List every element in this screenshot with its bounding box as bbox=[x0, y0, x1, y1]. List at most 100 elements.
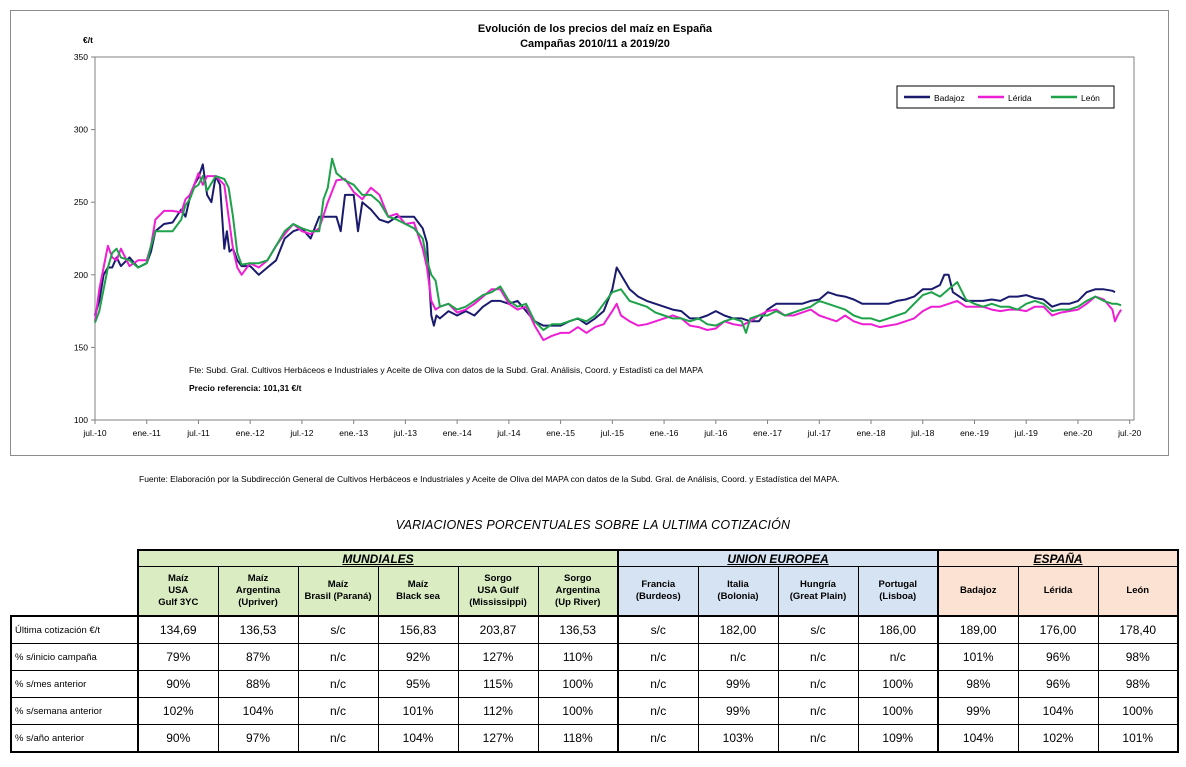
table-cell: 101% bbox=[1097, 724, 1179, 753]
group-union-europea: UNION EUROPEA bbox=[617, 549, 939, 567]
x-tick-label: ene.-13 bbox=[339, 428, 368, 438]
column-header-line: USA Gulf bbox=[477, 585, 519, 596]
row-label: % s/año anterior bbox=[10, 724, 139, 753]
price-chart: Evolución de los precios del maíz en Esp… bbox=[74, 23, 1142, 438]
price-chart-panel: Evolución de los precios del maíz en Esp… bbox=[10, 10, 1169, 456]
chart-title: Evolución de los precios del maíz en Esp… bbox=[478, 23, 713, 35]
chart-source-note: Fte: Subd. Gral. Cultivos Herbáceos e In… bbox=[189, 365, 703, 375]
table-title: VARIACIONES PORCENTUALES SOBRE LA ULTIMA… bbox=[395, 518, 791, 532]
legend-label: Lérida bbox=[1008, 93, 1032, 103]
group-espana: ESPAÑA bbox=[937, 549, 1179, 567]
x-tick-label: jul.-10 bbox=[82, 428, 106, 438]
column-header: Maíz Argentina (Upriver) bbox=[217, 566, 299, 617]
column-header-line: Maíz bbox=[407, 579, 429, 590]
table-cell: 101% bbox=[937, 643, 1019, 671]
table-cell: 136,53 bbox=[537, 615, 619, 644]
column-header: Maíz Black sea bbox=[377, 566, 459, 617]
table-cell: 118% bbox=[537, 724, 619, 753]
table-cell: n/c bbox=[617, 643, 699, 671]
column-header: Portugal (Lisboa) bbox=[857, 566, 939, 617]
table-cell: n/c bbox=[617, 670, 699, 698]
x-tick-label: ene.-16 bbox=[650, 428, 679, 438]
y-tick-label: 100 bbox=[74, 415, 88, 425]
table-cell: s/c bbox=[297, 615, 379, 644]
table-cell: 134,69 bbox=[137, 615, 219, 644]
table-cell: 186,00 bbox=[857, 615, 939, 644]
column-header-line: Francia bbox=[641, 579, 676, 590]
table-cell: 90% bbox=[137, 670, 219, 698]
table-cell: 115% bbox=[457, 670, 539, 698]
table-cell: 136,53 bbox=[217, 615, 299, 644]
x-tick-label: jul.-16 bbox=[703, 428, 727, 438]
x-tick-label: jul.-18 bbox=[910, 428, 934, 438]
table-cell: 189,00 bbox=[937, 615, 1019, 644]
x-tick-label: jul.-13 bbox=[393, 428, 417, 438]
y-axis-label: €/t bbox=[83, 35, 93, 45]
column-header-line: (Up River) bbox=[555, 597, 601, 608]
table-cell: 100% bbox=[857, 697, 939, 725]
variations-table: MUNDIALES UNION EUROPEA ESPAÑA Maíz USA Gu… bbox=[10, 549, 1179, 753]
column-header: Francia (Burdeos) bbox=[617, 566, 699, 617]
table-cell: 95% bbox=[377, 670, 459, 698]
table-row: % s/inicio campaña 79% 87% n/c 92% 127% 110% n/… bbox=[10, 643, 1179, 671]
column-header-line: Lérida bbox=[1043, 585, 1073, 596]
column-header-line: Argentina bbox=[555, 585, 600, 596]
column-header-line: Gulf 3YC bbox=[158, 597, 199, 608]
y-tick-label: 200 bbox=[74, 270, 88, 280]
table-row: % s/año anterior 90% 97% n/c 104% 127% 118% n/c… bbox=[10, 724, 1179, 753]
table-cell: 178,40 bbox=[1097, 615, 1179, 644]
table-cell: 96% bbox=[1017, 670, 1099, 698]
table-cell: 100% bbox=[537, 670, 619, 698]
column-header-line: (Upriver) bbox=[238, 597, 278, 608]
table-row: % s/semana anterior 102% 104% n/c 101% 112% 10… bbox=[10, 697, 1179, 725]
legend-box bbox=[896, 85, 1115, 109]
table-cell: 112% bbox=[457, 697, 539, 725]
table-cell: 104% bbox=[377, 724, 459, 753]
table-cell: 88% bbox=[217, 670, 299, 698]
column-header-line: (Mississippi) bbox=[469, 597, 527, 608]
column-header: Badajoz bbox=[937, 566, 1019, 617]
x-tick-label: jul.-12 bbox=[289, 428, 313, 438]
x-tick-label: jul.-11 bbox=[186, 428, 210, 438]
table-cell: 203,87 bbox=[457, 615, 539, 644]
table-cell: 176,00 bbox=[1017, 615, 1099, 644]
x-tick-label: jul.-20 bbox=[1117, 428, 1141, 438]
table-cell: 100% bbox=[537, 697, 619, 725]
x-tick-label: ene.-17 bbox=[753, 428, 782, 438]
column-header-line: (Great Plain) bbox=[789, 591, 847, 602]
table-row: % s/mes anterior 90% 88% n/c 95% 115% 100% n/c 9… bbox=[10, 670, 1179, 698]
column-header-line: Black sea bbox=[396, 591, 440, 602]
table-cell: 90% bbox=[137, 724, 219, 753]
table-cell: n/c bbox=[617, 697, 699, 725]
x-tick-label: ene.-18 bbox=[857, 428, 886, 438]
table-cell: n/c bbox=[777, 643, 859, 671]
y-tick-label: 150 bbox=[74, 342, 88, 352]
row-label: % s/semana anterior bbox=[10, 697, 139, 725]
table-body: Última cotización €/t 134,69 136,53 s/c 156,… bbox=[10, 615, 1179, 753]
row-label: % s/inicio campaña bbox=[10, 643, 139, 671]
table-cell: n/c bbox=[857, 643, 939, 671]
row-label: Última cotización €/t bbox=[10, 615, 139, 644]
table-cell: 99% bbox=[937, 697, 1019, 725]
table-cell: 87% bbox=[217, 643, 299, 671]
y-tick-label: 300 bbox=[74, 125, 88, 135]
series-line-len bbox=[94, 157, 1122, 334]
table-cell: 127% bbox=[457, 643, 539, 671]
x-tick-label: ene.-11 bbox=[133, 428, 161, 438]
x-tick-label: jul.-19 bbox=[1014, 428, 1038, 438]
table-cell: 110% bbox=[537, 643, 619, 671]
x-tick-label: jul.-17 bbox=[807, 428, 831, 438]
column-header-line: Italia bbox=[727, 579, 749, 590]
table-cell: 156,83 bbox=[377, 615, 459, 644]
column-header: León bbox=[1097, 566, 1179, 617]
x-tick-label: ene.-19 bbox=[960, 428, 989, 438]
column-header-line: (Bolonia) bbox=[717, 591, 759, 602]
table-cell: n/c bbox=[297, 643, 379, 671]
y-tick-label: 350 bbox=[74, 52, 88, 62]
column-header-line: Hungría bbox=[800, 579, 836, 590]
table-cell: 100% bbox=[1097, 697, 1179, 725]
table-cell: 127% bbox=[457, 724, 539, 753]
table-cell: n/c bbox=[617, 724, 699, 753]
column-header-line: Sorgo bbox=[484, 573, 512, 584]
column-header-line: Maíz bbox=[327, 579, 349, 590]
